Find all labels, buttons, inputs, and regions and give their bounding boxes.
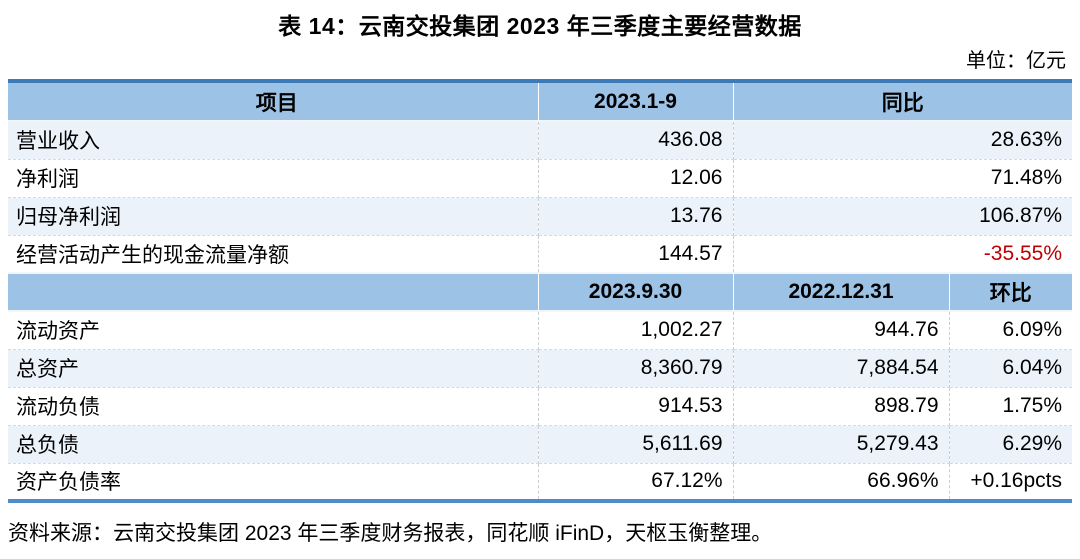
item-cell: 流动负债 <box>8 387 539 426</box>
header-item: 项目 <box>8 81 539 122</box>
operating-data-table-wrap: 项目 2023.1-9 同比 营业收入 436.08 28.63% 净利润 12… <box>8 79 1072 503</box>
current-cell: 5,611.69 <box>538 425 734 464</box>
item-cell: 归母净利润 <box>8 197 539 236</box>
header-period-2023-1-9: 2023.1-9 <box>538 81 734 122</box>
prior-cell: 944.76 <box>733 311 950 350</box>
qoq-cell: +0.16pcts <box>949 463 1072 501</box>
table-row-current-assets: 流动资产 1,002.27 944.76 6.09% <box>8 311 1072 350</box>
yoy-cell: 106.87% <box>733 197 1072 236</box>
yoy-cell: 28.63% <box>733 121 1072 160</box>
prior-cell: 66.96% <box>733 463 950 501</box>
qoq-cell: 6.29% <box>949 425 1072 464</box>
table-row-operating-cash-flow: 经营活动产生的现金流量净额 144.57 -35.55% <box>8 235 1072 274</box>
yoy-cell-negative: -35.55% <box>733 235 1072 274</box>
value-cell: 144.57 <box>538 235 734 274</box>
yoy-cell: 71.48% <box>733 159 1072 198</box>
item-cell: 总资产 <box>8 349 539 388</box>
table-row-total-assets: 总资产 8,360.79 7,884.54 6.04% <box>8 349 1072 388</box>
value-cell: 13.76 <box>538 197 734 236</box>
prior-cell: 7,884.54 <box>733 349 950 388</box>
item-cell: 经营活动产生的现金流量净额 <box>8 235 539 274</box>
source-note: 资料来源：云南交投集团 2023 年三季度财务报表，同花顺 iFinD，天枢玉衡… <box>8 522 773 545</box>
current-cell: 1,002.27 <box>538 311 734 350</box>
value-cell: 12.06 <box>538 159 734 198</box>
item-cell: 总负债 <box>8 425 539 464</box>
section2-header-row: 2023.9.30 2022.12.31 环比 <box>8 272 1072 312</box>
unit-label: 单位：亿元 <box>966 50 1066 72</box>
qoq-cell: 6.04% <box>949 349 1072 388</box>
header-date-2022-12-31: 2022.12.31 <box>733 272 950 312</box>
item-cell: 营业收入 <box>8 121 539 160</box>
header-date-2023-9-30: 2023.9.30 <box>538 272 734 312</box>
qoq-cell: 1.75% <box>949 387 1072 426</box>
section1-header-row: 项目 2023.1-9 同比 <box>8 81 1072 122</box>
qoq-cell: 6.09% <box>949 311 1072 350</box>
table-row-attributable-net-profit: 归母净利润 13.76 106.87% <box>8 197 1072 236</box>
table-row-current-liabilities: 流动负债 914.53 898.79 1.75% <box>8 387 1072 426</box>
prior-cell: 898.79 <box>733 387 950 426</box>
table-row-debt-ratio: 资产负债率 67.12% 66.96% +0.16pcts <box>8 463 1072 501</box>
current-cell: 67.12% <box>538 463 734 501</box>
value-cell: 436.08 <box>538 121 734 160</box>
header-yoy: 同比 <box>733 81 1072 122</box>
item-cell: 资产负债率 <box>8 463 539 501</box>
operating-data-table: 项目 2023.1-9 同比 营业收入 436.08 28.63% 净利润 12… <box>8 79 1072 503</box>
header-empty <box>8 272 539 312</box>
header-qoq: 环比 <box>949 272 1072 312</box>
item-cell: 流动资产 <box>8 311 539 350</box>
current-cell: 8,360.79 <box>538 349 734 388</box>
table-row-net-profit: 净利润 12.06 71.48% <box>8 159 1072 198</box>
table-row-revenue: 营业收入 436.08 28.63% <box>8 121 1072 160</box>
page-title: 表 14：云南交投集团 2023 年三季度主要经营数据 <box>278 13 802 39</box>
prior-cell: 5,279.43 <box>733 425 950 464</box>
table-row-total-liabilities: 总负债 5,611.69 5,279.43 6.29% <box>8 425 1072 464</box>
current-cell: 914.53 <box>538 387 734 426</box>
item-cell: 净利润 <box>8 159 539 198</box>
